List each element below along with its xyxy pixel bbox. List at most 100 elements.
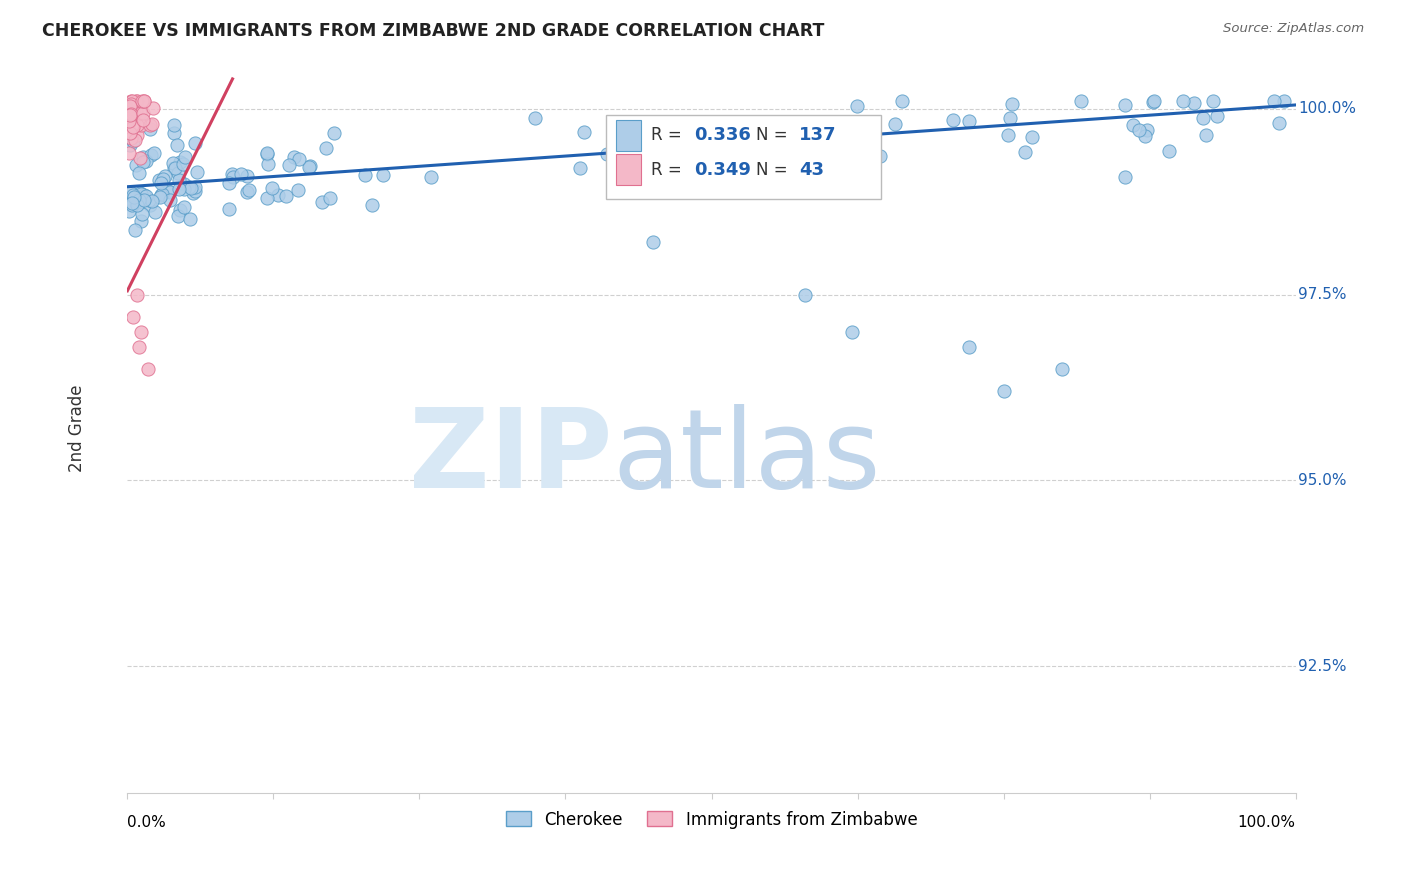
Text: CHEROKEE VS IMMIGRANTS FROM ZIMBABWE 2ND GRADE CORRELATION CHART: CHEROKEE VS IMMIGRANTS FROM ZIMBABWE 2ND…: [42, 22, 824, 40]
Point: [998, 111, 1021, 125]
Point: [287, 182, 309, 196]
FancyBboxPatch shape: [616, 154, 641, 185]
Point: [277, 158, 299, 172]
Point: [1050, 362, 1073, 376]
Text: 43: 43: [799, 161, 824, 178]
Point: [131, 150, 153, 164]
Point: [129, 151, 152, 165]
Legend: Cherokee, Immigrants from Zimbabwe: Cherokee, Immigrants from Zimbabwe: [499, 804, 924, 835]
Point: [118, 204, 141, 219]
Point: [159, 193, 181, 207]
Point: [1070, 94, 1092, 108]
Point: [1135, 123, 1157, 137]
FancyBboxPatch shape: [606, 115, 882, 199]
Point: [957, 340, 980, 354]
Point: [595, 147, 617, 161]
Point: [957, 114, 980, 128]
Point: [1014, 145, 1036, 160]
Point: [142, 101, 165, 115]
Point: [419, 169, 441, 184]
Point: [221, 168, 243, 182]
Text: Source: ZipAtlas.com: Source: ZipAtlas.com: [1223, 22, 1364, 36]
Point: [162, 161, 184, 175]
Point: [120, 185, 142, 199]
Point: [1192, 111, 1215, 125]
Point: [1122, 118, 1144, 132]
Point: [569, 161, 592, 176]
Text: 97.5%: 97.5%: [1298, 287, 1347, 302]
Point: [179, 211, 201, 226]
Point: [120, 99, 142, 113]
Text: 2nd Grade: 2nd Grade: [69, 384, 87, 472]
Point: [1143, 94, 1166, 108]
Text: N =: N =: [756, 127, 793, 145]
Point: [139, 147, 162, 161]
Point: [730, 146, 752, 161]
Point: [124, 133, 146, 147]
Point: [131, 207, 153, 221]
Point: [371, 168, 394, 182]
Point: [1142, 95, 1164, 110]
Point: [942, 112, 965, 127]
Point: [121, 100, 143, 114]
Point: [1263, 94, 1285, 108]
Point: [120, 94, 142, 108]
Point: [276, 189, 298, 203]
Point: [118, 146, 141, 161]
Point: [122, 106, 145, 120]
Point: [163, 118, 186, 132]
Point: [238, 183, 260, 197]
Point: [162, 155, 184, 169]
Point: [186, 165, 208, 179]
Point: [118, 110, 141, 124]
Point: [993, 384, 1015, 399]
Point: [256, 146, 278, 161]
Point: [122, 187, 145, 202]
Point: [132, 113, 155, 128]
Point: [118, 114, 141, 128]
Point: [122, 189, 145, 203]
Point: [120, 108, 142, 122]
Text: 100.0%: 100.0%: [1237, 814, 1296, 830]
Point: [1195, 128, 1218, 143]
Point: [184, 180, 207, 194]
Point: [236, 169, 259, 183]
Point: [997, 128, 1019, 142]
Text: 137: 137: [799, 127, 837, 145]
Point: [120, 131, 142, 145]
Point: [315, 141, 337, 155]
Point: [287, 152, 309, 166]
Point: [141, 194, 163, 209]
Point: [262, 181, 284, 195]
FancyBboxPatch shape: [616, 120, 641, 151]
Point: [1001, 97, 1024, 112]
Point: [167, 166, 190, 180]
Text: 0.336: 0.336: [695, 127, 751, 145]
Point: [153, 169, 176, 183]
Point: [118, 107, 141, 121]
Point: [118, 112, 141, 126]
Point: [118, 126, 141, 140]
Text: 0.0%: 0.0%: [128, 814, 166, 830]
Point: [121, 118, 143, 132]
Point: [1173, 94, 1195, 108]
Point: [143, 145, 166, 160]
Point: [173, 182, 195, 196]
Point: [129, 186, 152, 200]
Point: [129, 187, 152, 202]
Text: R =: R =: [651, 161, 686, 178]
Point: [256, 146, 278, 161]
Point: [165, 161, 187, 175]
Point: [124, 223, 146, 237]
Point: [166, 137, 188, 152]
Point: [139, 122, 162, 136]
Point: [127, 197, 149, 211]
Text: 92.5%: 92.5%: [1298, 659, 1347, 673]
Point: [131, 94, 153, 108]
Point: [222, 170, 245, 185]
Point: [148, 173, 170, 187]
Point: [132, 188, 155, 202]
Point: [141, 117, 163, 131]
Point: [128, 193, 150, 207]
Point: [167, 209, 190, 223]
